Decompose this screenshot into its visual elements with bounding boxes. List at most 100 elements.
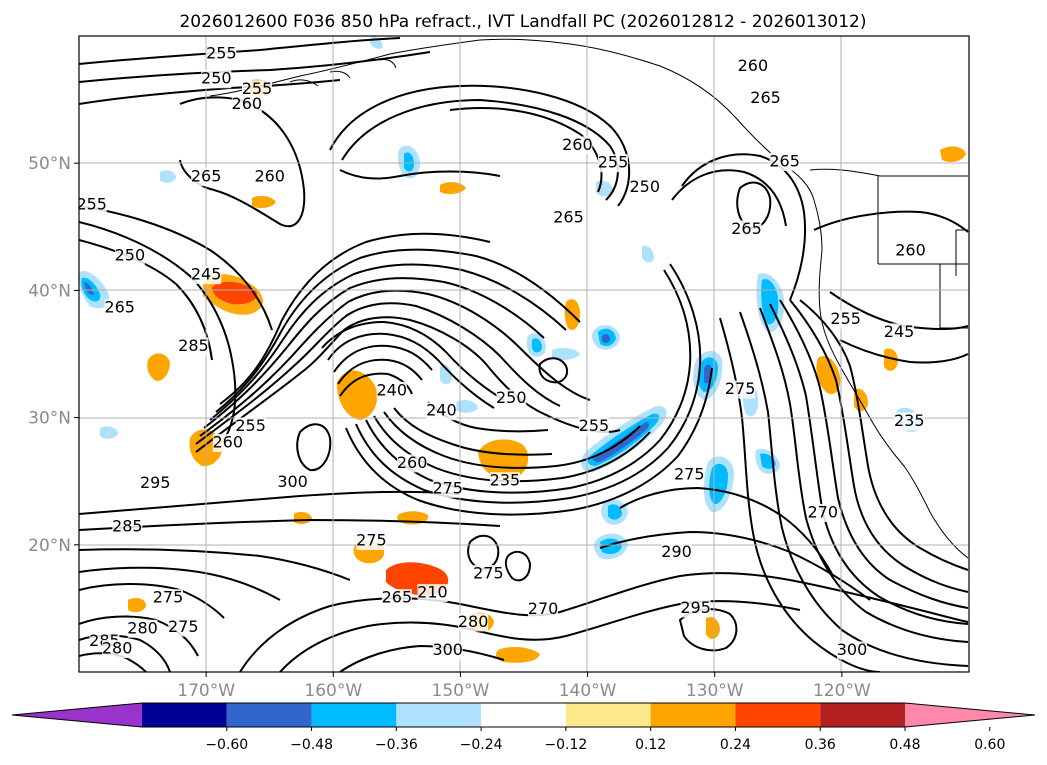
contour-label: 210 — [417, 583, 448, 602]
orange-anomaly-patch — [816, 356, 841, 395]
orange-anomaly-patch — [940, 146, 966, 162]
colorbar-swatch — [650, 703, 736, 727]
colorbar-tick-label: −0.36 — [375, 737, 418, 753]
contour-label: 265 — [553, 207, 584, 226]
contour-label-background — [114, 247, 145, 266]
contour-line — [681, 153, 807, 301]
contour-line — [339, 372, 413, 397]
contour-label: 280 — [458, 612, 489, 631]
contour-line — [779, 299, 969, 609]
contour-label-background — [830, 310, 861, 329]
contour-line — [239, 572, 969, 672]
contour-line — [199, 289, 591, 437]
contour-label-background — [489, 472, 520, 491]
contour-label: 265 — [750, 88, 781, 107]
colorbar-outline — [11, 702, 1036, 728]
colorbar-tick-label: 0.12 — [635, 737, 666, 753]
contour-label: 255 — [242, 79, 273, 98]
contour-line — [736, 181, 772, 230]
contour-label-background — [458, 613, 489, 632]
contour-label: 250 — [201, 69, 232, 88]
contour-line — [393, 407, 553, 456]
contour-label-background — [254, 168, 285, 187]
figure-title: 2026012600 F036 850 hPa refract., IVT La… — [179, 12, 866, 32]
orange-anomaly-patch — [336, 370, 378, 420]
contour-label: 295 — [680, 598, 711, 617]
contour-label-background — [356, 531, 387, 550]
colorbar-swatch — [820, 703, 905, 727]
contour-label: 260 — [738, 56, 769, 75]
contour-label-background — [769, 152, 800, 171]
contour-line — [79, 518, 501, 531]
contour-label: 300 — [837, 640, 868, 659]
contour-line — [79, 566, 281, 601]
contour-line — [296, 423, 332, 472]
colorbar-swatch — [142, 703, 227, 727]
contour-line — [195, 302, 561, 445]
coastlines — [209, 38, 969, 559]
contour-line — [339, 169, 501, 180]
contour-label: 275 — [432, 478, 463, 497]
contour-label: 275 — [356, 530, 387, 549]
contour-line — [195, 316, 621, 453]
blue-anomaly-patch — [404, 152, 414, 172]
colorbar-swatch — [226, 703, 312, 727]
x-tick-label: 130°W — [686, 681, 744, 701]
contour-label: 285 — [178, 336, 209, 355]
contour-line — [799, 299, 969, 571]
contour-label-background — [397, 454, 428, 473]
contour-label-background — [127, 619, 158, 638]
refractivity-contours — [79, 37, 969, 672]
colorbar-tick-label: −0.48 — [290, 737, 333, 753]
light-blue-anomaly-patch — [160, 170, 176, 183]
contour-label-background — [79, 196, 107, 215]
contour-label-background — [212, 434, 243, 453]
contour-label-background — [661, 543, 692, 562]
contour-label: 265 — [769, 151, 800, 170]
contour-label: 275 — [153, 588, 184, 607]
contour-label: 285 — [112, 516, 143, 535]
y-tick-label: 40°N — [28, 281, 71, 301]
colorbar-swatch — [481, 703, 566, 727]
contour-label-background — [417, 584, 448, 603]
contour-label-background — [112, 517, 143, 536]
colorbar-tick-label: 0.60 — [974, 737, 1005, 753]
contour-label: 255 — [206, 43, 237, 62]
contour-label: 270 — [808, 503, 839, 522]
contour-label: 280 — [127, 618, 158, 637]
light-blue-anomaly-patch — [642, 245, 654, 263]
contour-label-background — [895, 241, 926, 260]
contour-label: 240 — [426, 401, 457, 420]
colorbar-tick-label: −0.60 — [205, 737, 248, 753]
alaska-coastline — [289, 59, 397, 87]
contour-label-background — [528, 600, 559, 619]
contour-line — [789, 299, 969, 593]
contour-label: 255 — [830, 309, 861, 328]
contour-line — [759, 307, 969, 643]
contour-label-background — [674, 465, 705, 484]
light-blue-anomaly-patch — [440, 364, 452, 385]
colorbar-tick-label: 0.48 — [889, 737, 920, 753]
contour-label-background — [473, 565, 504, 584]
contour-line — [383, 411, 641, 469]
contour-label: 260 — [232, 94, 263, 113]
contour-line — [739, 311, 969, 667]
contour-label-background — [140, 474, 171, 493]
contour-label: 270 — [528, 599, 559, 618]
contour-label-background — [381, 589, 412, 608]
colorbar-tick-label: 0.36 — [805, 737, 836, 753]
colorbar-tick-label: −0.12 — [544, 737, 587, 753]
contour-label-background — [432, 479, 463, 498]
contour-label-background — [206, 44, 237, 63]
contour-line — [345, 367, 713, 516]
contour-line — [79, 37, 401, 65]
orange-anomaly-patch — [128, 598, 146, 613]
contour-label: 265 — [731, 219, 762, 238]
contour-label: 300 — [277, 472, 308, 491]
contour-label: 275 — [168, 617, 199, 636]
contour-label: 260 — [254, 167, 285, 186]
deep-blue-anomaly-patch — [602, 333, 610, 343]
contour-line — [504, 550, 532, 582]
